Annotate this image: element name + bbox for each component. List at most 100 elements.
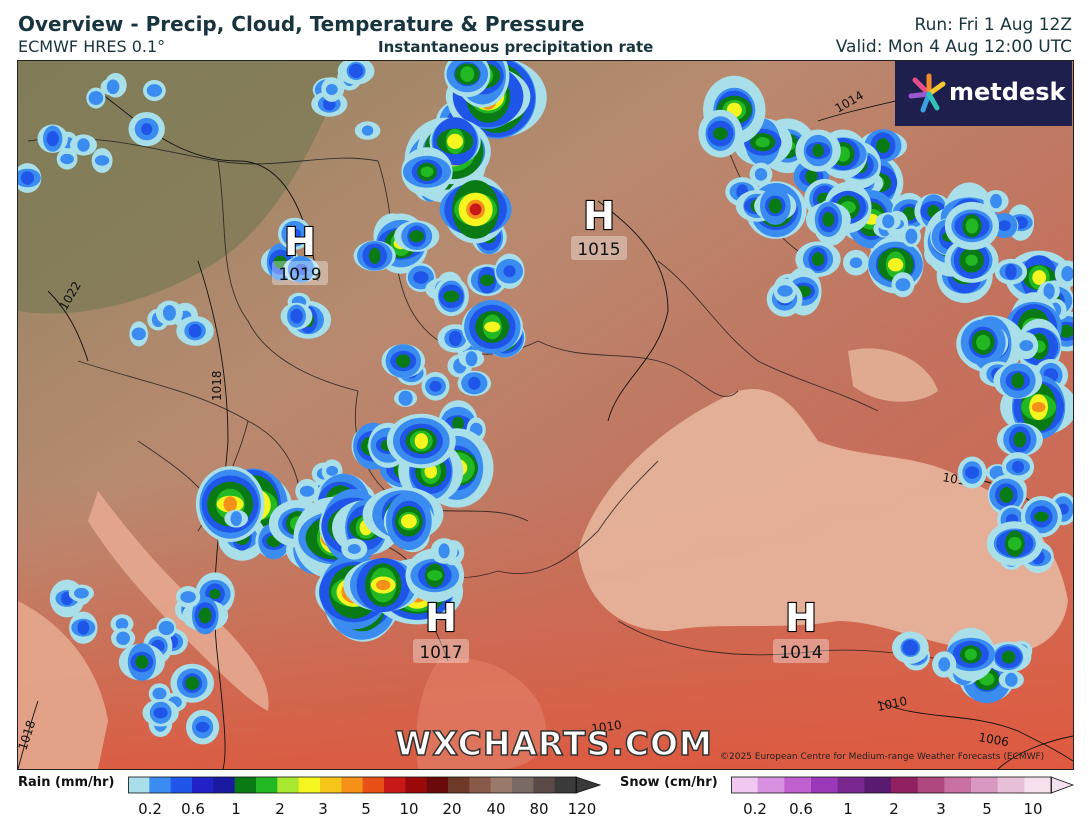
precip-cell bbox=[805, 169, 818, 184]
precip-cell bbox=[131, 327, 146, 341]
precip-cell bbox=[999, 487, 1014, 503]
pressure-value: 1017 bbox=[419, 643, 462, 663]
precip-cell bbox=[438, 543, 450, 559]
land-northwest bbox=[18, 61, 348, 314]
colorbar-swatch bbox=[362, 777, 385, 793]
legend-tick-label: 5 bbox=[361, 800, 371, 818]
pressure-centre-high-3: H 1017 bbox=[413, 595, 469, 663]
precip-cell bbox=[469, 203, 482, 216]
precip-cell bbox=[46, 131, 59, 147]
precip-cell bbox=[429, 380, 442, 392]
precip-cell bbox=[74, 587, 89, 599]
precip-cell bbox=[158, 620, 175, 636]
precip-cell bbox=[290, 308, 303, 324]
colorbar-swatch bbox=[128, 777, 150, 793]
aegean-sea bbox=[416, 658, 546, 769]
precip-cell bbox=[427, 570, 443, 581]
colorbar-swatch bbox=[170, 777, 193, 793]
precip-cell bbox=[1005, 672, 1018, 687]
legend-tick-label: 0.2 bbox=[138, 800, 162, 818]
precip-cell bbox=[503, 265, 516, 278]
precip-cell bbox=[413, 271, 429, 284]
isobar-label: 1010 bbox=[876, 694, 909, 714]
precip-cell bbox=[1019, 340, 1034, 352]
colorbar-swatch bbox=[944, 777, 972, 793]
legend-tick-label: 20 bbox=[442, 800, 462, 818]
colorbar-swatch bbox=[384, 777, 406, 793]
legend-tick-label: 10 bbox=[1023, 800, 1043, 818]
precip-cell bbox=[135, 655, 149, 669]
metdesk-logo: metdesk bbox=[895, 61, 1072, 126]
colorbar-swatch bbox=[837, 777, 865, 793]
high-pressure-symbol: H bbox=[785, 596, 817, 640]
legend-tick-label: 10 bbox=[399, 800, 419, 818]
watermark: WXCHARTS.COM bbox=[394, 723, 713, 764]
legend-tick-label: 80 bbox=[529, 800, 549, 818]
colorbar-swatch bbox=[234, 777, 257, 793]
colorbar-swatch bbox=[997, 777, 1025, 793]
precip-cell bbox=[348, 63, 364, 79]
precip-cell bbox=[185, 676, 200, 690]
precip-cell bbox=[876, 138, 890, 154]
precip-cell bbox=[347, 544, 361, 554]
precip-cell bbox=[77, 138, 90, 152]
precip-cell bbox=[223, 496, 237, 512]
legend-tick-label: 5 bbox=[982, 800, 992, 818]
legend-tick-label: 0.6 bbox=[789, 800, 813, 818]
isobar-label: 1010 bbox=[590, 718, 622, 736]
precip-cell bbox=[77, 620, 90, 635]
precip-cell bbox=[822, 212, 835, 227]
precipitation-layer bbox=[18, 61, 1073, 745]
colorbar-swatch bbox=[533, 777, 556, 793]
colorbar-swatch bbox=[512, 777, 534, 793]
colorbar-swatch bbox=[784, 777, 812, 793]
pressure-value: 1015 bbox=[577, 240, 620, 260]
precip-cell bbox=[990, 193, 1002, 209]
colorbar-swatch bbox=[554, 777, 577, 793]
precip-cell bbox=[1012, 460, 1024, 473]
precip-cell bbox=[188, 324, 202, 338]
black-sea bbox=[578, 389, 1068, 654]
precip-cell bbox=[294, 263, 308, 275]
rain-legend-title: Rain (mm/hr) bbox=[18, 775, 115, 790]
precip-cell bbox=[409, 230, 425, 243]
precip-cell bbox=[325, 84, 338, 95]
pressure-value: 1014 bbox=[779, 643, 822, 663]
precip-cell bbox=[1005, 263, 1017, 280]
chart-title: Overview - Precip, Cloud, Temperature & … bbox=[18, 12, 585, 36]
colorbar-swatch bbox=[213, 777, 236, 793]
precip-cell bbox=[1061, 266, 1073, 282]
precip-cell bbox=[713, 127, 728, 140]
precip-cell bbox=[1043, 283, 1055, 300]
precip-cell bbox=[273, 255, 287, 269]
precip-cell bbox=[812, 144, 824, 158]
precip-cell bbox=[811, 252, 825, 267]
precip-cell bbox=[1007, 536, 1022, 551]
precip-cell bbox=[1011, 372, 1025, 389]
weather-map[interactable]: 1014 1018 1018 1010 1010 1006 1010 1022 … bbox=[17, 60, 1074, 770]
precip-cell bbox=[230, 511, 242, 527]
precip-cell bbox=[116, 631, 130, 645]
precip-cell bbox=[326, 465, 338, 476]
precip-cell bbox=[1059, 324, 1073, 338]
legend-tick-label: 0.6 bbox=[181, 800, 205, 818]
precip-cell bbox=[1031, 402, 1046, 413]
colorbar-swatch bbox=[971, 777, 999, 793]
precip-cell bbox=[361, 125, 374, 136]
precip-cell bbox=[998, 220, 1011, 232]
colorbar-swatch bbox=[1024, 777, 1052, 793]
precip-cell bbox=[1001, 650, 1016, 664]
isobar-label: 1018 bbox=[210, 370, 224, 401]
legend-tick-label: 3 bbox=[318, 800, 328, 818]
colorbar-swatch bbox=[426, 777, 449, 793]
colorbar-swatch bbox=[320, 777, 342, 793]
precip-cell bbox=[146, 84, 163, 97]
precip-cell bbox=[448, 330, 462, 347]
colorbar-swatch bbox=[469, 777, 492, 793]
precip-cell bbox=[480, 274, 495, 286]
high-pressure-symbol: H bbox=[284, 220, 316, 264]
high-pressure-symbol: H bbox=[583, 194, 615, 238]
colorbar-swatch bbox=[917, 777, 945, 793]
precip-cell bbox=[60, 153, 74, 165]
colorbar-swatch bbox=[757, 777, 785, 793]
